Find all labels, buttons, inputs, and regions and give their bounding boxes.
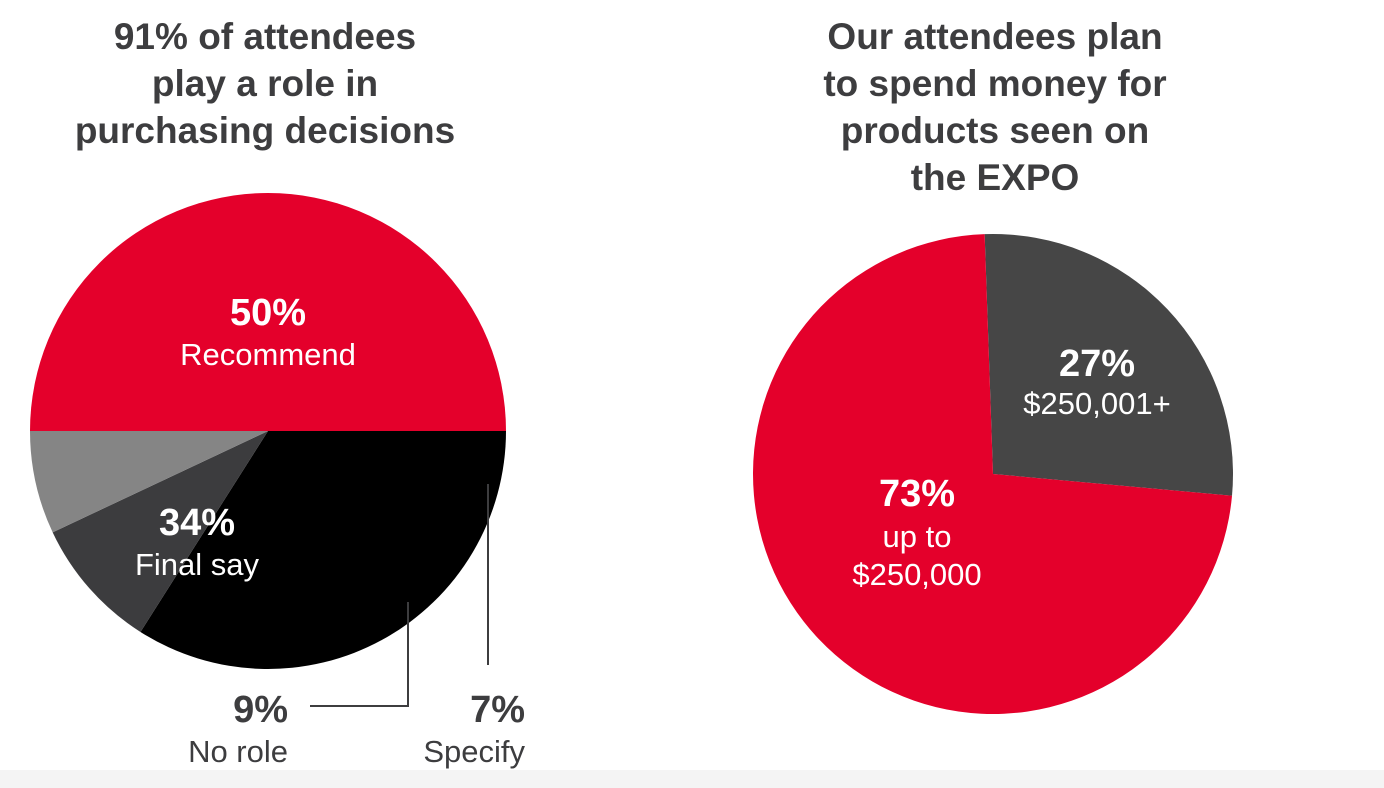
leader-line-no-role: [310, 602, 409, 707]
slice-percent-250-001: 27%: [1059, 343, 1135, 385]
pie-slice-up-to-250-000: [752, 234, 1233, 715]
slice-label-no-role: No role: [188, 734, 288, 769]
chart-title-purchasing-role: 91% of attendees play a role in purchasi…: [74, 16, 456, 151]
slice-percent-specify: 7%: [470, 689, 525, 731]
slice-label-recommend: Recommend: [180, 337, 356, 372]
pie-slice-specify: [30, 431, 268, 533]
chart-title-spending: Our attendees plan to spend money for pr…: [823, 16, 1167, 198]
leader-lines: [310, 484, 489, 707]
slice-percent-up-to-250-000: 73%: [879, 473, 955, 515]
slice-percent-recommend: 50%: [230, 292, 306, 334]
pie-slice-250-001: [984, 234, 1233, 496]
slice-percent-final-say: 34%: [159, 502, 235, 544]
slice-label-250-001: $250,001+: [1023, 386, 1170, 421]
spending-pie: [752, 234, 1233, 715]
pie-slice-recommend: [30, 193, 506, 431]
slice-percent-no-role: 9%: [233, 689, 288, 731]
slice-label-up-to-250-000: up to $250,000: [852, 519, 981, 592]
slice-label-final-say: Final say: [135, 547, 260, 582]
pie-charts: 50%Recommend 34%Final say 9%No role 7%Speci…: [30, 193, 1233, 769]
slice-label-specify: Specify: [423, 734, 525, 769]
footer-band: [0, 770, 1384, 788]
pie-slice-no-role: [52, 431, 269, 632]
pie-slice-final-say: [140, 431, 507, 669]
purchasing-role-pie: [30, 193, 507, 669]
